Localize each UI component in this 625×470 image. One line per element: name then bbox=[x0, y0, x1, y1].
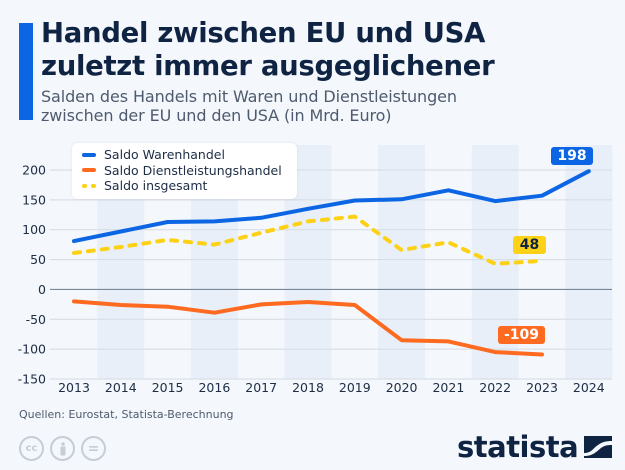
x-tick-label: 2014 bbox=[105, 380, 137, 395]
person-glyph bbox=[60, 441, 65, 455]
cc-icon[interactable]: cc bbox=[19, 436, 44, 461]
data-label-dienst-2023: -109 bbox=[498, 326, 545, 344]
y-axis-ticks: 200 150 100 50 0 -50 -100 -150 bbox=[18, 163, 46, 387]
source-note: Quellen: Eurostat, Statista-Berechnung bbox=[19, 408, 234, 421]
x-tick-label: 2017 bbox=[245, 380, 277, 395]
x-tick-label: 2019 bbox=[339, 380, 371, 395]
legend: Saldo Warenhandel Saldo Dienstleistungsh… bbox=[72, 143, 297, 199]
x-tick-label: 2021 bbox=[432, 380, 464, 395]
y-tick-label: 0 bbox=[38, 282, 46, 297]
license-icons: cc = bbox=[19, 436, 106, 461]
gridlines bbox=[50, 169, 612, 380]
y-tick-label: 100 bbox=[22, 222, 46, 237]
legend-swatch-dienst bbox=[82, 168, 96, 173]
y-tick-label: 50 bbox=[30, 252, 46, 267]
year-band-2020 bbox=[378, 145, 425, 379]
cc-icon-label: cc bbox=[25, 443, 38, 454]
x-tick-label: 2024 bbox=[573, 380, 605, 395]
x-tick-label: 2016 bbox=[198, 380, 230, 395]
nd-icon-label: = bbox=[87, 440, 100, 457]
x-tick-label: 2018 bbox=[292, 380, 324, 395]
legend-item-waren: Saldo Warenhandel bbox=[82, 147, 297, 163]
legend-swatch-waren bbox=[82, 152, 96, 157]
title-accent-bar bbox=[19, 23, 33, 120]
y-tick-label: -150 bbox=[18, 372, 46, 387]
legend-swatch-insgesamt bbox=[82, 183, 96, 188]
series-line-saldo-warenhandel bbox=[72, 169, 591, 244]
data-label-waren-2024: 198 bbox=[551, 147, 593, 165]
legend-label-insgesamt: Saldo insgesamt bbox=[104, 178, 208, 194]
legend-label-dienst: Saldo Dienstleistungshandel bbox=[104, 162, 282, 178]
logo-text: statista bbox=[457, 430, 579, 464]
y-tick-label: -100 bbox=[18, 342, 46, 357]
legend-item-insgesamt: Saldo insgesamt bbox=[82, 178, 297, 194]
chart-title: Handel zwischen EU und USA zuletzt immer… bbox=[41, 17, 495, 83]
x-tick-label: 2013 bbox=[58, 380, 90, 395]
y-tick-label: 200 bbox=[22, 163, 46, 178]
chart-subtitle: Salden des Handels mit Waren und Dienstl… bbox=[41, 87, 457, 125]
y-tick-label: 150 bbox=[22, 192, 46, 207]
data-label-insgesamt-2023: 48 bbox=[513, 236, 546, 254]
x-axis-ticks: 2013 2014 2015 2016 2017 2018 2019 2020 2021 2022… bbox=[58, 380, 605, 395]
title-line-2: zuletzt immer ausgeglichener bbox=[41, 50, 495, 82]
x-tick-label: 2022 bbox=[479, 380, 511, 395]
legend-label-waren: Saldo Warenhandel bbox=[104, 147, 225, 163]
nd-equals-icon[interactable]: = bbox=[81, 436, 106, 461]
by-person-icon[interactable] bbox=[50, 436, 75, 461]
series-lines bbox=[72, 169, 591, 357]
year-band-2024 bbox=[565, 145, 613, 379]
subtitle-line-1: Salden des Handels mit Waren und Dienstl… bbox=[41, 87, 457, 106]
y-tick-label: -50 bbox=[26, 312, 46, 327]
statista-logo[interactable]: statista bbox=[457, 430, 613, 464]
legend-item-dienst: Saldo Dienstleistungshandel bbox=[82, 163, 297, 179]
x-tick-label: 2020 bbox=[386, 380, 418, 395]
statista-logo-icon bbox=[584, 436, 613, 458]
subtitle-line-2: zwischen der EU und den USA (in Mrd. Eur… bbox=[41, 106, 392, 125]
x-tick-label: 2023 bbox=[526, 380, 558, 395]
x-tick-label: 2015 bbox=[152, 380, 184, 395]
title-line-1: Handel zwischen EU und USA bbox=[41, 17, 486, 49]
